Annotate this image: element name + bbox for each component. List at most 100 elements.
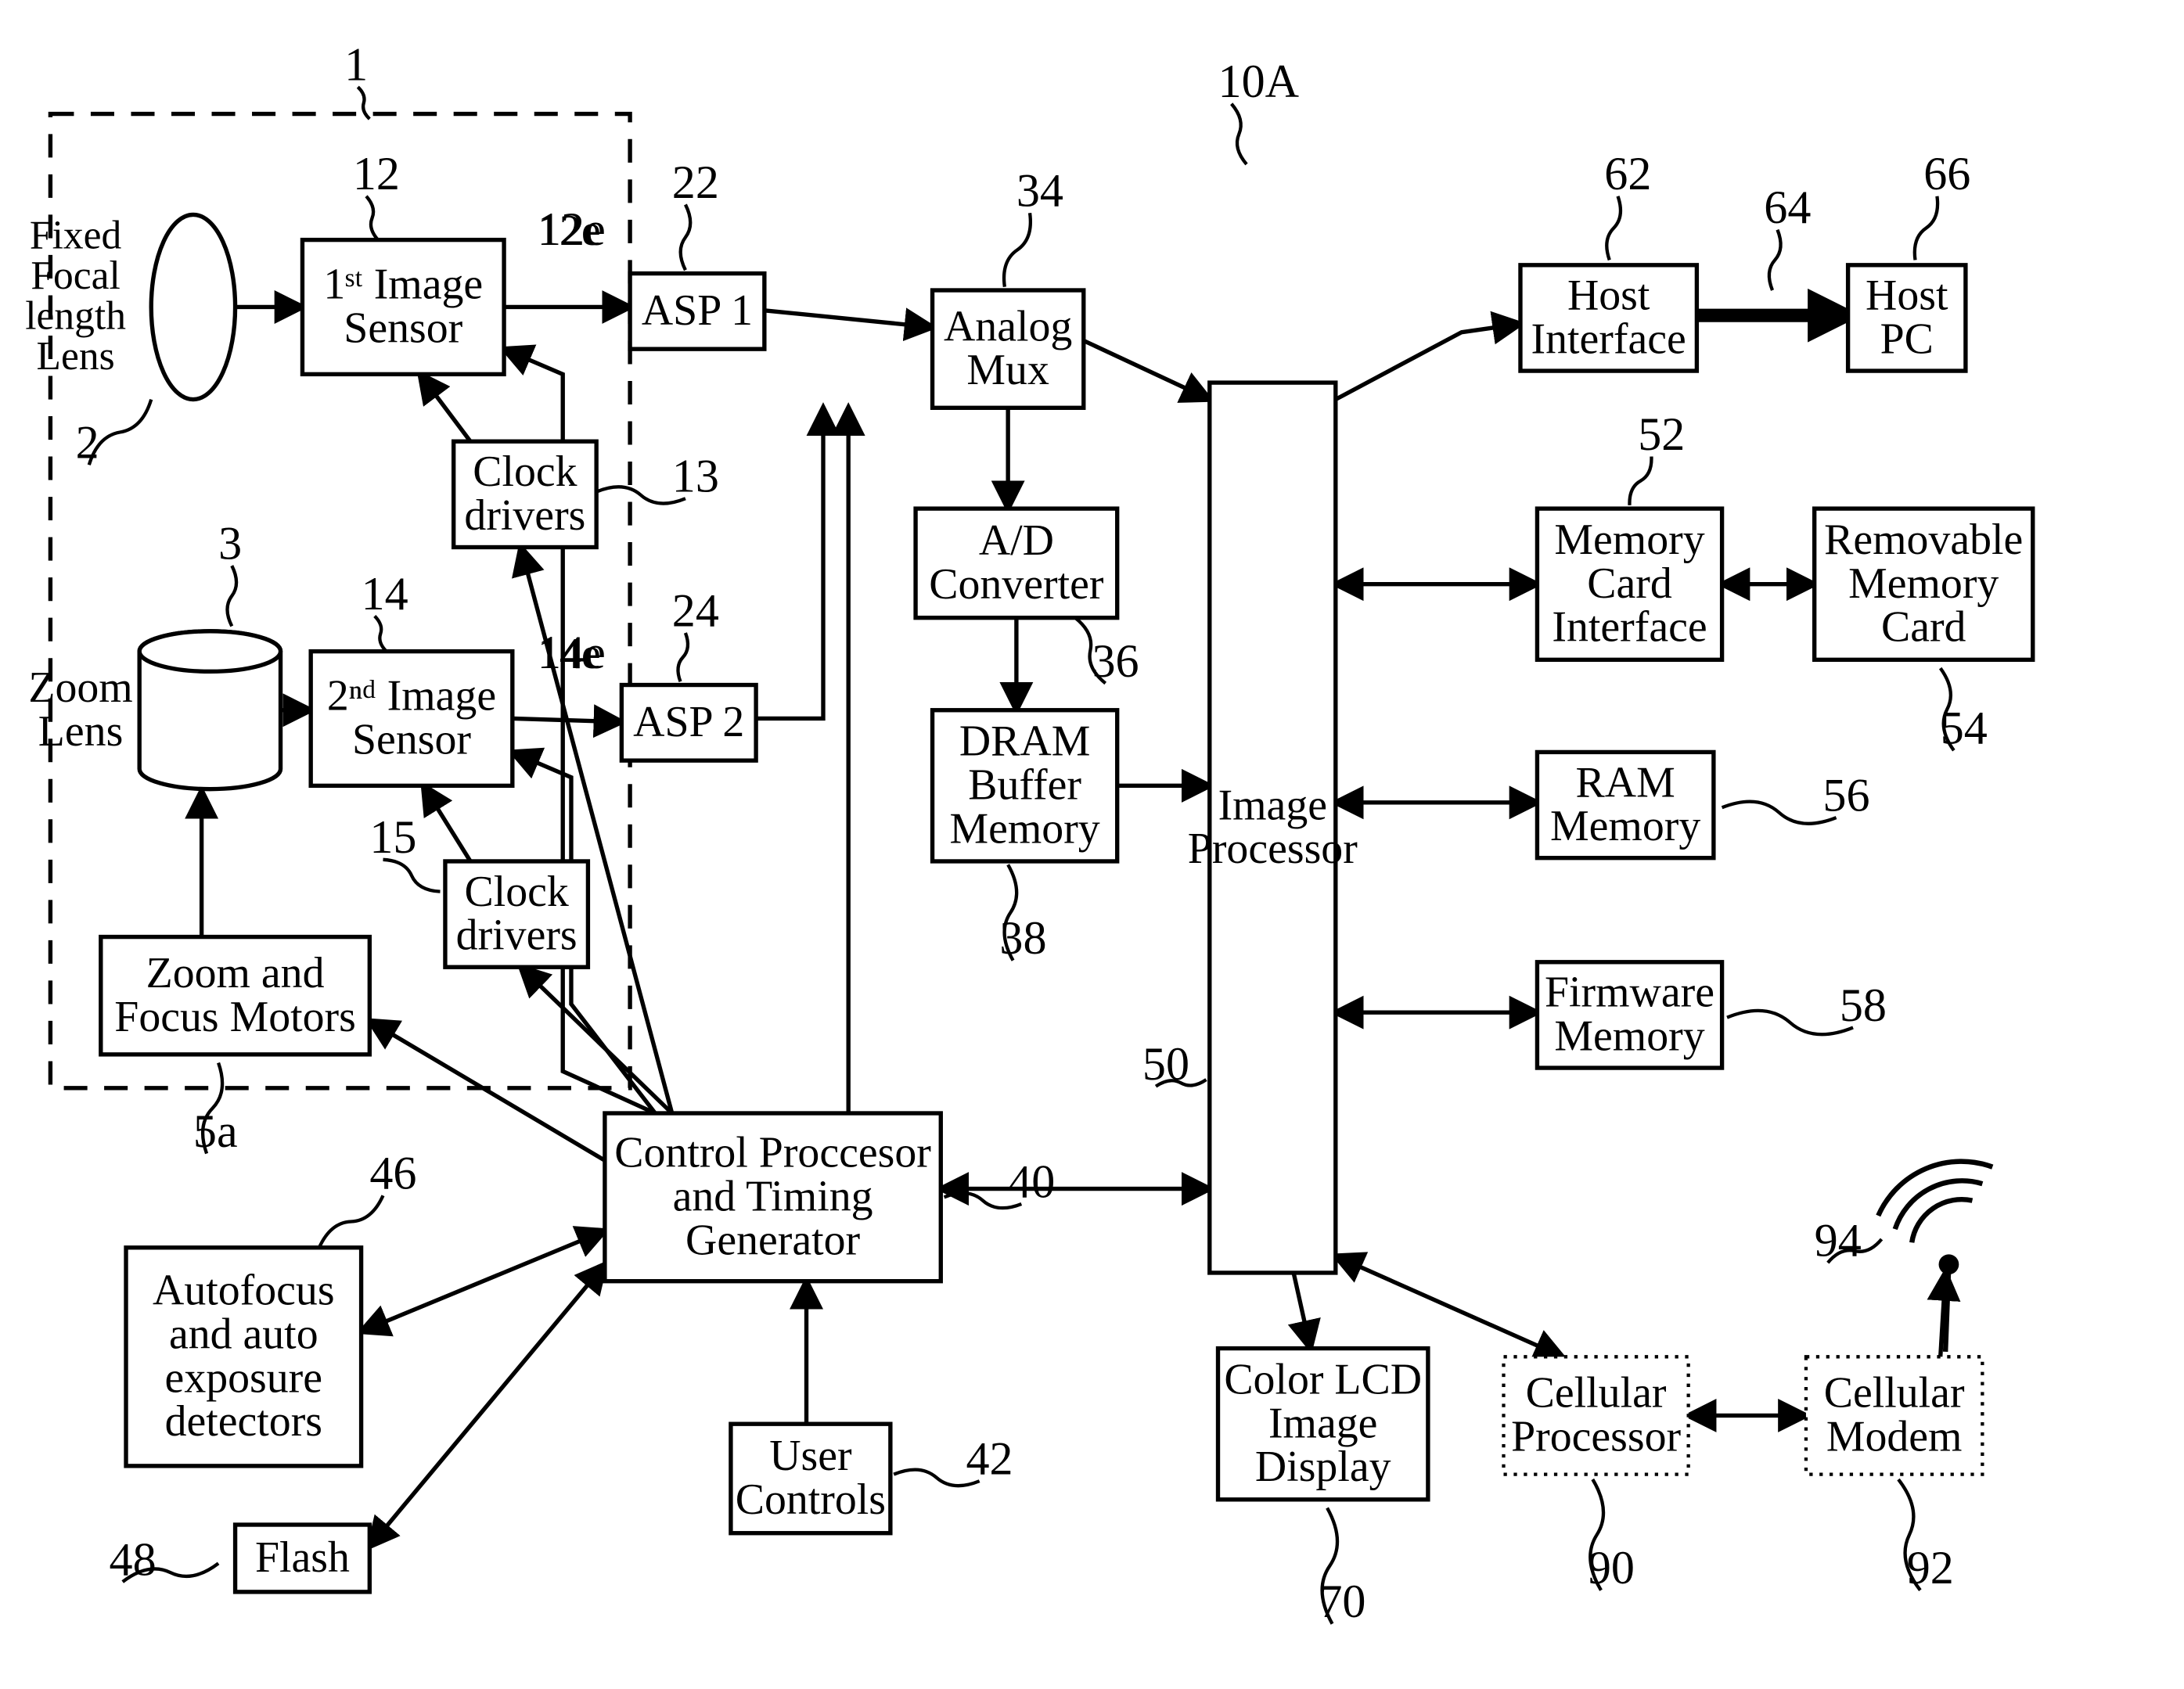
svg-text:RAM: RAM (1576, 758, 1675, 807)
node-analog_mux: AnalogMux (933, 290, 1084, 408)
svg-text:Autofocus: Autofocus (153, 1267, 335, 1315)
edge-asp1-analog_mux (765, 311, 933, 327)
node-dram: DRAMBufferMemory (933, 710, 1117, 861)
svg-text:DRAM: DRAM (959, 717, 1090, 766)
svg-text:Clock: Clock (465, 868, 569, 916)
svg-text:User: User (769, 1432, 852, 1480)
svg-text:Zoom: Zoom (28, 663, 132, 712)
svg-text:Zoom and: Zoom and (146, 949, 325, 997)
ref-58: 58 (1727, 979, 1887, 1034)
svg-text:detectors: detectors (165, 1397, 322, 1446)
svg-text:Controls: Controls (736, 1475, 886, 1524)
ref-12: 12 (353, 148, 400, 239)
block-diagram: FixedFocallengthLens1ˢᵗ ImageSensorASP 1… (0, 0, 2184, 1689)
ref-36: 36 (1075, 618, 1139, 688)
node-clock_drv_1: Clockdrivers (454, 441, 596, 547)
svg-text:Memory: Memory (950, 804, 1100, 853)
ref-38: 38 (999, 864, 1046, 965)
svg-text:Host: Host (1866, 271, 1948, 320)
svg-text:Sensor: Sensor (352, 716, 471, 764)
edge-asp2-analog_mux_v (756, 408, 823, 718)
svg-text:Clock: Clock (473, 447, 577, 496)
svg-text:52: 52 (1638, 408, 1685, 461)
node-autofocus: Autofocusand autoexposuredetectors (126, 1248, 362, 1466)
svg-text:92: 92 (1907, 1542, 1954, 1594)
svg-text:Interface: Interface (1552, 603, 1707, 652)
svg-text:exposure: exposure (165, 1353, 322, 1402)
ref-94: 94 (1815, 1214, 1882, 1267)
edge-clock_drv_1-img_sensor_1 (420, 374, 470, 441)
svg-text:Focus Motors: Focus Motors (114, 993, 356, 1041)
edge-ctrl_proc-flash (369, 1264, 605, 1547)
svg-text:Lens: Lens (38, 707, 124, 756)
ref-24: 24 (672, 584, 719, 681)
node-lcd: Color LCDImageDisplay (1218, 1349, 1428, 1500)
ref-64: 64 (1764, 181, 1811, 290)
svg-text:Host: Host (1567, 271, 1650, 320)
svg-text:12: 12 (353, 148, 400, 200)
svg-text:Flash: Flash (255, 1533, 350, 1582)
ref-13: 13 (596, 451, 719, 504)
ref-48: 48 (110, 1533, 219, 1586)
node-ctrl_proc: Control Proccesorand TimingGenerator (605, 1113, 941, 1281)
svg-text:Buffer: Buffer (968, 761, 1081, 810)
ref-2: 2 (76, 400, 152, 469)
svg-text:Interface: Interface (1531, 315, 1686, 364)
svg-text:66: 66 (1923, 148, 1970, 200)
ref-1: 1 (344, 39, 369, 119)
ref-90: 90 (1588, 1479, 1635, 1594)
ref-22: 22 (672, 156, 719, 270)
svg-text:40: 40 (1008, 1155, 1055, 1208)
edge-clock_drv_2-img_sensor_2 (423, 785, 470, 861)
svg-text:Card: Card (1881, 603, 1966, 652)
svg-text:90: 90 (1588, 1542, 1635, 1594)
svg-text:Removable: Removable (1824, 516, 2023, 564)
node-cell_modem: CellularModem (1806, 1357, 1982, 1474)
node-host_pc: HostPC (1848, 265, 1966, 371)
svg-text:Control Proccesor: Control Proccesor (614, 1129, 931, 1177)
ref-40: 40 (944, 1155, 1056, 1208)
svg-text:1ˢᵗ Image: 1ˢᵗ Image (323, 261, 483, 309)
handwritten-he_14e: 14e (538, 630, 601, 678)
svg-text:15: 15 (369, 811, 416, 864)
node-asp1: ASP 1 (630, 274, 765, 350)
edge-analog_mux-img_proc_top (1084, 340, 1210, 399)
ref-10A: 10A (1218, 56, 1300, 164)
node-zoom_motors: Zoom andFocus Motors (101, 937, 370, 1055)
svg-text:drivers: drivers (456, 911, 577, 960)
svg-text:Sensor: Sensor (344, 304, 462, 353)
svg-text:94: 94 (1815, 1214, 1862, 1267)
ref-54: 54 (1941, 668, 1988, 755)
svg-text:Color LCD: Color LCD (1224, 1356, 1422, 1404)
svg-text:Analog: Analog (944, 302, 1072, 350)
svg-text:Cellular: Cellular (1526, 1369, 1667, 1418)
node-img_sensor_2: 2ⁿᵈ ImageSensor (311, 652, 513, 786)
ref-15: 15 (369, 811, 440, 891)
svg-text:Display: Display (1255, 1443, 1391, 1491)
svg-text:56: 56 (1822, 770, 1869, 822)
svg-text:Cellular: Cellular (1824, 1369, 1965, 1418)
svg-text:2ⁿᵈ Image: 2ⁿᵈ Image (327, 672, 496, 721)
svg-text:2: 2 (76, 417, 99, 469)
ref-3: 3 (218, 518, 242, 627)
svg-text:Lens: Lens (37, 334, 115, 379)
svg-text:Fixed: Fixed (30, 213, 122, 257)
svg-text:drivers: drivers (464, 491, 585, 540)
svg-text:64: 64 (1764, 181, 1811, 234)
svg-text:24: 24 (672, 584, 719, 637)
svg-text:Memory: Memory (1550, 802, 1700, 850)
ref-92: 92 (1898, 1479, 1954, 1594)
svg-text:22: 22 (672, 156, 719, 209)
svg-text:Converter: Converter (929, 560, 1104, 609)
svg-text:42: 42 (966, 1433, 1013, 1486)
node-ram: RAMMemory (1537, 752, 1713, 857)
svg-text:3: 3 (218, 518, 242, 570)
svg-text:ASP 1: ASP 1 (642, 286, 753, 335)
ref-46: 46 (319, 1148, 417, 1248)
svg-text:PC: PC (1880, 315, 1934, 364)
svg-text:Memory: Memory (1554, 516, 1704, 564)
antenna-icon (1878, 1162, 1992, 1352)
svg-text:Processor: Processor (1511, 1413, 1681, 1461)
svg-text:length: length (25, 293, 126, 338)
svg-text:Image: Image (1268, 1399, 1377, 1447)
